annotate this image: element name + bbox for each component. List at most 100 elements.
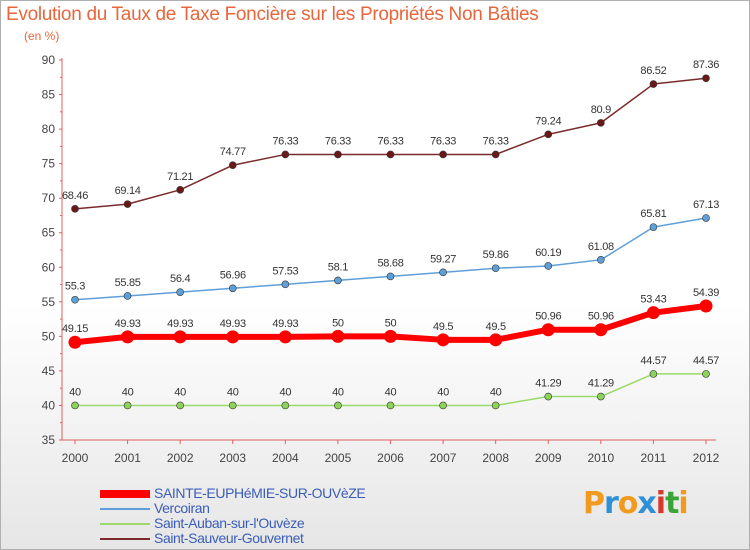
x-tick-label: 2002	[167, 451, 194, 465]
data-label: 87.36	[693, 59, 719, 71]
data-point	[491, 264, 500, 273]
data-label: 67.13	[693, 199, 719, 211]
data-label: 53.43	[640, 294, 666, 306]
y-tick-label: 70	[42, 191, 56, 205]
data-point	[331, 329, 345, 343]
data-label: 49.93	[115, 318, 141, 330]
data-label: 40	[122, 386, 134, 398]
data-label: 59.27	[430, 253, 456, 265]
data-point	[226, 330, 240, 344]
legend-swatch	[100, 523, 150, 525]
data-point	[176, 401, 184, 410]
legend-label: Vercoiran	[154, 500, 210, 516]
y-tick-label: 80	[42, 122, 56, 136]
y-tick-label: 85	[42, 88, 56, 102]
y-tick-label: 50	[42, 329, 56, 343]
data-point	[649, 80, 658, 88]
data-point	[594, 323, 608, 337]
data-label: 76.33	[483, 135, 509, 147]
data-point	[384, 329, 397, 343]
data-point	[702, 214, 710, 222]
x-tick-label: 2006	[377, 451, 404, 465]
data-label: 76.33	[377, 135, 403, 147]
data-point	[228, 401, 237, 410]
data-point	[281, 280, 290, 289]
chart-title: Evolution du Taux de Taxe Foncière sur l…	[6, 4, 539, 25]
data-label: 49.5	[433, 321, 453, 333]
data-point	[439, 401, 447, 410]
proxiti-logo: Proxiti	[583, 486, 689, 521]
data-point	[121, 330, 135, 344]
data-label: 50	[385, 317, 397, 329]
data-label: 40	[174, 386, 186, 398]
data-point	[123, 200, 132, 208]
data-label: 58.1	[328, 261, 348, 273]
data-label: 58.68	[377, 257, 403, 269]
y-tick-label: 90	[42, 53, 56, 67]
data-point	[386, 401, 395, 410]
x-tick-label: 2007	[430, 451, 457, 465]
legend-swatch	[100, 538, 150, 540]
data-point	[281, 150, 290, 159]
data-label: 86.52	[640, 65, 666, 77]
x-tick-label: 2010	[587, 451, 614, 465]
data-point	[334, 401, 342, 410]
data-point	[597, 392, 605, 401]
data-label: 49.93	[167, 318, 193, 330]
data-point	[491, 150, 500, 159]
data-label: 68.46	[62, 190, 88, 202]
data-point	[71, 205, 79, 213]
data-point	[334, 276, 342, 285]
data-label: 74.77	[220, 146, 246, 158]
data-point	[176, 288, 184, 296]
data-label: 49.93	[272, 318, 298, 330]
data-point	[489, 333, 503, 347]
data-point	[386, 272, 395, 281]
data-label: 40	[280, 386, 292, 398]
data-label: 40	[437, 386, 449, 398]
data-point	[173, 330, 187, 344]
data-point	[649, 223, 658, 231]
data-point	[439, 150, 447, 159]
data-label: 40	[227, 386, 239, 398]
data-label: 40	[332, 386, 344, 398]
data-label: 65.81	[640, 208, 666, 220]
legend-swatch	[100, 508, 150, 510]
data-point	[334, 150, 342, 159]
data-label: 49.93	[220, 318, 246, 330]
legend-label: SAINTE-EUPHéMIE-SUR-OUVèZE	[154, 485, 366, 501]
data-label: 44.57	[693, 355, 719, 367]
data-label: 41.29	[588, 378, 614, 390]
data-point	[544, 392, 553, 401]
y-tick-label: 60	[42, 260, 56, 274]
y-tick-label: 65	[42, 226, 56, 240]
unit-label: (en %)	[24, 29, 60, 43]
data-point	[646, 306, 660, 320]
data-point	[176, 186, 184, 194]
data-point	[702, 74, 710, 83]
data-label: 76.33	[272, 135, 298, 147]
data-label: 50.96	[535, 311, 561, 323]
data-label: 76.33	[430, 135, 456, 147]
data-point	[386, 150, 395, 159]
legend-label: Saint-Sauveur-Gouvernet	[154, 530, 304, 546]
y-tick-label: 75	[42, 157, 56, 171]
data-point	[71, 401, 79, 410]
data-point	[544, 130, 553, 139]
data-label: 50.96	[588, 311, 614, 323]
x-tick-label: 2004	[272, 451, 299, 465]
legend-swatch	[100, 490, 150, 498]
data-point	[597, 119, 605, 127]
y-tick-label: 55	[42, 295, 56, 309]
data-point	[68, 335, 82, 349]
x-tick-label: 2001	[114, 451, 141, 465]
data-label: 69.14	[115, 185, 141, 197]
data-label: 44.57	[640, 355, 666, 367]
legend-label: Saint-Auban-sur-l'Ouvèze	[154, 515, 305, 531]
data-label: 59.86	[483, 249, 509, 261]
data-point	[491, 401, 500, 410]
data-point	[278, 330, 292, 344]
data-label: 54.39	[693, 287, 719, 299]
